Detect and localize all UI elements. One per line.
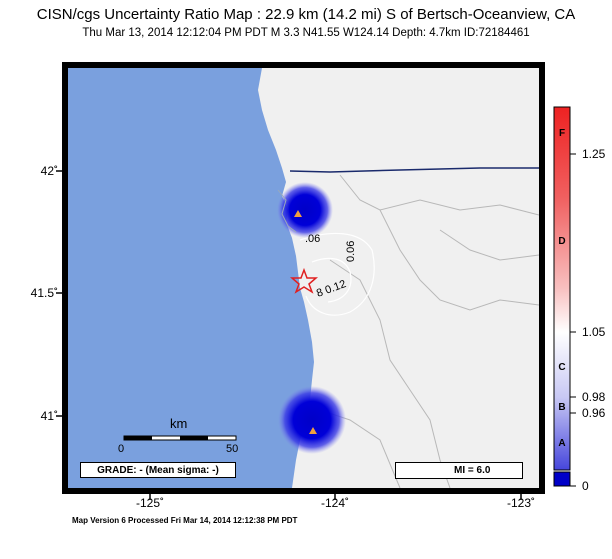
scale-min: 0 <box>118 443 125 455</box>
map-title: CISN/cgs Uncertainty Ratio Map : 22.9 km… <box>36 6 576 23</box>
colorbar-tick-label: 1.25 <box>582 147 606 161</box>
colorbar-letter: B <box>558 402 566 413</box>
scale-max: 50 <box>226 443 239 455</box>
mi-legend-label: MI = 6.0 <box>454 465 491 476</box>
colorbar-letter: C <box>558 362 566 373</box>
colorbar-zero-swatch <box>553 471 571 487</box>
lat-label: 41˚ <box>40 409 58 423</box>
uncertainty-blob-north <box>277 182 333 238</box>
colorbar-letter: F <box>558 128 566 139</box>
scale-unit: km <box>170 416 188 431</box>
scale-bar <box>123 435 237 441</box>
contour-label: .06 <box>305 233 321 245</box>
state-border <box>289 167 539 173</box>
lon-label: -125˚ <box>135 496 164 510</box>
colorbar-tick-label: 0 <box>582 479 589 493</box>
station-triangle-icon <box>309 427 317 434</box>
lon-label: -123˚ <box>506 496 535 510</box>
lon-label: -124˚ <box>320 496 349 510</box>
grade-box: GRADE: - (Mean sigma: -) <box>80 462 236 478</box>
map-subtitle: Thu Mar 13, 2014 12:12:04 PM PDT M 3.3 N… <box>82 27 530 39</box>
colorbar-tick-label: 0.96 <box>582 406 606 420</box>
colorbar-tick-label: 0.98 <box>582 390 606 404</box>
colorbar-letter: A <box>558 438 566 449</box>
colorbar-tick-label: 1.05 <box>582 325 606 339</box>
epicenter-star-icon <box>289 267 319 294</box>
colorbar <box>553 106 571 471</box>
station-triangle-icon <box>294 210 302 217</box>
ocean-area <box>68 68 314 488</box>
lat-label: 42˚ <box>40 164 58 178</box>
uncertainty-blob-south <box>278 386 346 454</box>
map-footer: Map Version 6 Processed Fri Mar 14, 2014… <box>72 516 298 525</box>
lat-label: 41.5˚ <box>30 286 58 300</box>
colorbar-letter: D <box>558 236 566 247</box>
contour-label: 0.06 <box>345 240 357 262</box>
mi-legend-box: MI = 6.0 <box>395 462 523 479</box>
